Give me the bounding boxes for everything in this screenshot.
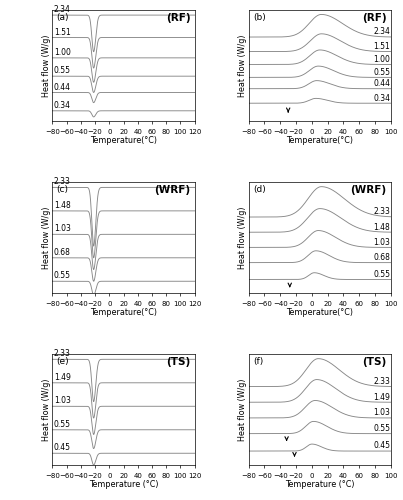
- Text: 0.34: 0.34: [373, 94, 390, 102]
- Text: 0.44: 0.44: [54, 82, 71, 92]
- Text: 0.55: 0.55: [373, 68, 390, 76]
- Text: 2.33: 2.33: [373, 377, 390, 386]
- Text: 0.45: 0.45: [54, 444, 71, 452]
- Y-axis label: Heat flow (W/g): Heat flow (W/g): [238, 378, 247, 441]
- Text: 2.33: 2.33: [54, 178, 71, 186]
- Text: (WRF): (WRF): [154, 186, 190, 196]
- Text: 1.03: 1.03: [54, 396, 71, 406]
- Text: 1.49: 1.49: [54, 373, 71, 382]
- Text: (RF): (RF): [362, 14, 386, 24]
- Y-axis label: Heat flow (W/g): Heat flow (W/g): [42, 378, 51, 441]
- Text: (c): (c): [57, 186, 69, 194]
- Text: 1.03: 1.03: [54, 224, 71, 234]
- X-axis label: Temperature(°C): Temperature(°C): [286, 308, 353, 317]
- Text: 0.55: 0.55: [373, 424, 390, 433]
- Text: 0.68: 0.68: [373, 253, 390, 262]
- X-axis label: Temperature(°C): Temperature(°C): [286, 136, 353, 145]
- X-axis label: Temperature(°C): Temperature(°C): [90, 308, 157, 317]
- Text: 2.34: 2.34: [373, 28, 390, 36]
- Text: 1.48: 1.48: [54, 201, 71, 210]
- Text: (a): (a): [57, 14, 69, 22]
- Text: 1.51: 1.51: [373, 42, 390, 51]
- Text: 2.33: 2.33: [373, 208, 390, 216]
- Y-axis label: Heat flow (W/g): Heat flow (W/g): [238, 206, 247, 269]
- Text: 1.00: 1.00: [54, 48, 71, 57]
- Text: 0.45: 0.45: [373, 442, 390, 450]
- Text: 0.44: 0.44: [373, 79, 390, 88]
- Text: 1.51: 1.51: [54, 28, 71, 36]
- Text: 0.55: 0.55: [54, 272, 71, 280]
- Text: (TS): (TS): [362, 358, 386, 368]
- Text: 0.55: 0.55: [373, 270, 390, 279]
- Y-axis label: Heat flow (W/g): Heat flow (W/g): [42, 206, 51, 269]
- X-axis label: Temperature (°C): Temperature (°C): [89, 480, 158, 489]
- Text: 0.68: 0.68: [54, 248, 71, 257]
- Text: (RF): (RF): [166, 14, 190, 24]
- Text: 1.00: 1.00: [373, 55, 390, 64]
- Text: (b): (b): [253, 14, 266, 22]
- Text: 1.03: 1.03: [373, 408, 390, 417]
- Text: 0.34: 0.34: [54, 101, 71, 110]
- Y-axis label: Heat flow (W/g): Heat flow (W/g): [238, 34, 247, 96]
- X-axis label: Temperature(°C): Temperature(°C): [90, 136, 157, 145]
- Text: 2.33: 2.33: [54, 350, 71, 358]
- Text: (TS): (TS): [166, 358, 190, 368]
- Text: 1.03: 1.03: [373, 238, 390, 246]
- Text: (f): (f): [253, 358, 263, 366]
- Y-axis label: Heat flow (W/g): Heat flow (W/g): [42, 34, 51, 96]
- Text: (e): (e): [57, 358, 69, 366]
- X-axis label: Temperature (°C): Temperature (°C): [285, 480, 355, 489]
- Text: 0.55: 0.55: [54, 420, 71, 429]
- Text: 1.49: 1.49: [373, 392, 390, 402]
- Text: 1.48: 1.48: [373, 222, 390, 232]
- Text: 2.34: 2.34: [54, 6, 71, 15]
- Text: 0.55: 0.55: [54, 66, 71, 76]
- Text: (d): (d): [253, 186, 266, 194]
- Text: (WRF): (WRF): [351, 186, 386, 196]
